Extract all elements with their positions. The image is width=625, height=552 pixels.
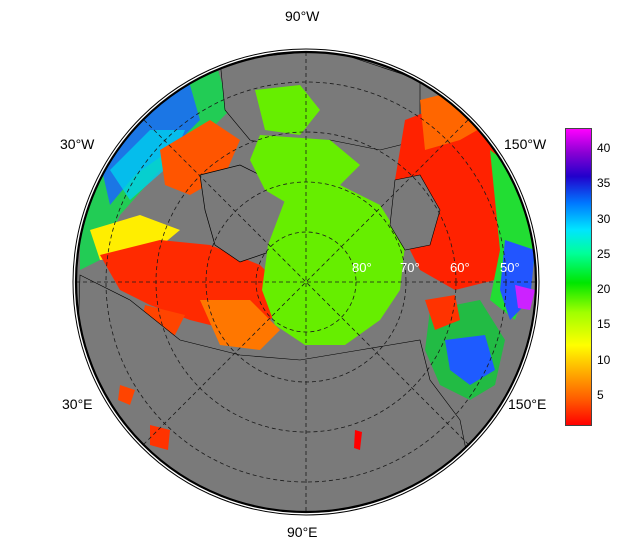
colorbar-tick-30: 30 — [597, 211, 611, 226]
baltic-red — [118, 385, 135, 405]
colorbar-tick-15: 15 — [597, 317, 611, 332]
colorbar-tick-25: 25 — [597, 246, 611, 261]
colorbar-tick-40: 40 — [597, 141, 611, 156]
okhotsk-blue — [445, 335, 495, 385]
lat-label-60: 60° — [450, 260, 470, 275]
central-arctic-ice — [262, 185, 405, 345]
okhotsk-red — [425, 295, 460, 330]
kara-sea-orange — [200, 300, 280, 350]
pacific-magenta — [515, 285, 535, 310]
map-border — [74, 50, 538, 514]
lon-label-bottom: 90°E — [287, 524, 318, 540]
caspian-red — [150, 425, 170, 450]
lat-label-70: 70° — [400, 260, 420, 275]
lon-label-lower-left: 30°E — [62, 396, 93, 412]
lat-label-80: 80° — [352, 260, 372, 275]
lon-label-upper-left: 30°W — [60, 136, 95, 152]
colorbar-tick-35: 35 — [597, 176, 611, 191]
graticule — [76, 52, 536, 512]
lake-red — [354, 430, 362, 450]
colorbar — [565, 128, 592, 426]
map-disk — [76, 52, 536, 512]
hudson-bay — [255, 85, 320, 135]
colorbar-tick-20: 20 — [597, 282, 611, 297]
lon-label-top: 90°W — [285, 8, 320, 24]
lon-label-lower-right: 150°E — [508, 396, 547, 412]
colorbar-tick-10: 10 — [597, 352, 611, 367]
lat-label-50: 50° — [500, 260, 520, 275]
lon-label-upper-right: 150°W — [504, 136, 547, 152]
colorbar-tick-5: 5 — [597, 387, 604, 402]
